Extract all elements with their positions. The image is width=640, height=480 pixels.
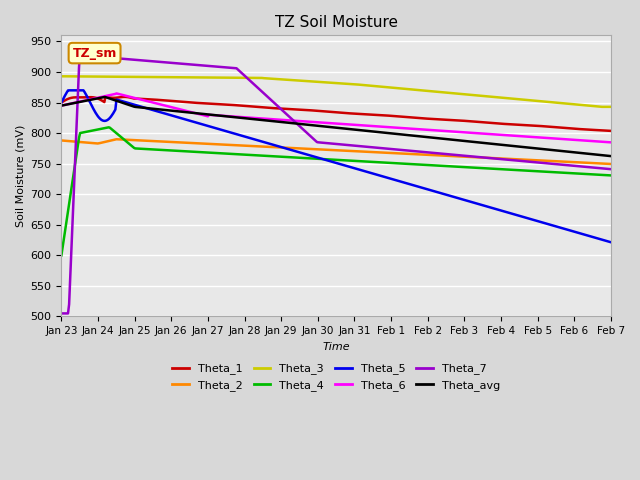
Theta_7 (509, 157, 516, 163)
Theta_3 (508, 96, 516, 102)
Theta_avg (386, 131, 394, 136)
Theta_6 (319, 120, 327, 126)
Theta_2 (595, 160, 603, 166)
Theta_5 (65, 87, 73, 93)
Theta_5 (607, 240, 615, 245)
Theta_2 (607, 161, 615, 167)
Theta_4 (323, 156, 331, 162)
Theta_avg (607, 153, 615, 159)
Theta_5 (323, 157, 331, 163)
Line: Theta_avg: Theta_avg (61, 97, 611, 156)
Theta_5 (319, 156, 327, 162)
Theta_7 (323, 140, 331, 146)
Text: TZ_sm: TZ_sm (72, 47, 116, 60)
Theta_6 (386, 124, 394, 130)
Theta_1 (319, 108, 327, 114)
Theta_4 (105, 124, 113, 130)
Theta_5 (595, 236, 603, 241)
Theta_1 (509, 121, 516, 127)
Theta_2 (58, 138, 65, 144)
Theta_6 (509, 133, 516, 139)
Theta_2 (319, 147, 327, 153)
Theta_3 (594, 104, 602, 109)
Theta_2 (386, 150, 394, 156)
Theta_1 (386, 113, 394, 119)
Theta_3 (322, 79, 330, 85)
Theta_1 (102, 94, 109, 99)
Theta_6 (323, 120, 331, 126)
Line: Theta_3: Theta_3 (61, 76, 611, 107)
Theta_3 (319, 79, 326, 85)
Theta_7 (607, 166, 615, 172)
Y-axis label: Soil Moisture (mV): Soil Moisture (mV) (15, 125, 25, 227)
Line: Theta_4: Theta_4 (61, 127, 611, 255)
Theta_7 (386, 146, 394, 152)
Theta_avg (595, 152, 603, 158)
Theta_7 (76, 48, 84, 54)
Theta_1 (356, 111, 364, 117)
Theta_7 (58, 311, 65, 316)
Theta_7 (319, 140, 327, 146)
Theta_3 (597, 104, 605, 110)
Theta_6 (58, 103, 65, 108)
Line: Theta_2: Theta_2 (61, 139, 611, 164)
Theta_1 (595, 127, 603, 133)
Theta_6 (113, 91, 120, 96)
Theta_3 (385, 84, 392, 90)
Theta_4 (319, 156, 327, 162)
Theta_6 (607, 140, 615, 145)
Theta_5 (356, 167, 364, 173)
Title: TZ Soil Moisture: TZ Soil Moisture (275, 15, 397, 30)
Theta_7 (356, 143, 364, 149)
Theta_avg (58, 103, 65, 108)
Theta_4 (356, 158, 364, 164)
Theta_6 (595, 139, 603, 144)
Theta_2 (356, 148, 364, 154)
Theta_avg (356, 127, 364, 133)
Theta_1 (323, 108, 331, 114)
Theta_avg (100, 94, 108, 100)
Line: Theta_1: Theta_1 (61, 96, 611, 131)
Theta_4 (607, 172, 615, 178)
Theta_4 (595, 172, 603, 178)
Theta_1 (607, 128, 615, 134)
Theta_5 (509, 211, 516, 217)
Theta_3 (58, 73, 65, 79)
Line: Theta_7: Theta_7 (61, 51, 611, 313)
Theta_avg (319, 123, 327, 129)
Theta_4 (386, 160, 394, 166)
Theta_2 (323, 147, 331, 153)
Legend: Theta_1, Theta_2, Theta_3, Theta_4, Theta_5, Theta_6, Theta_7, Theta_avg: Theta_1, Theta_2, Theta_3, Theta_4, Thet… (168, 359, 504, 395)
Theta_2 (113, 136, 120, 142)
Line: Theta_5: Theta_5 (61, 90, 611, 242)
Theta_5 (386, 176, 394, 181)
Line: Theta_6: Theta_6 (61, 94, 611, 143)
X-axis label: Time: Time (323, 342, 350, 352)
Theta_1 (58, 100, 65, 106)
Theta_avg (323, 124, 331, 130)
Theta_6 (356, 122, 364, 128)
Theta_4 (509, 167, 516, 173)
Theta_3 (607, 104, 615, 110)
Theta_2 (509, 156, 516, 162)
Theta_7 (595, 165, 603, 171)
Theta_5 (58, 100, 65, 106)
Theta_avg (509, 143, 516, 149)
Theta_4 (58, 252, 65, 258)
Theta_3 (355, 82, 363, 87)
